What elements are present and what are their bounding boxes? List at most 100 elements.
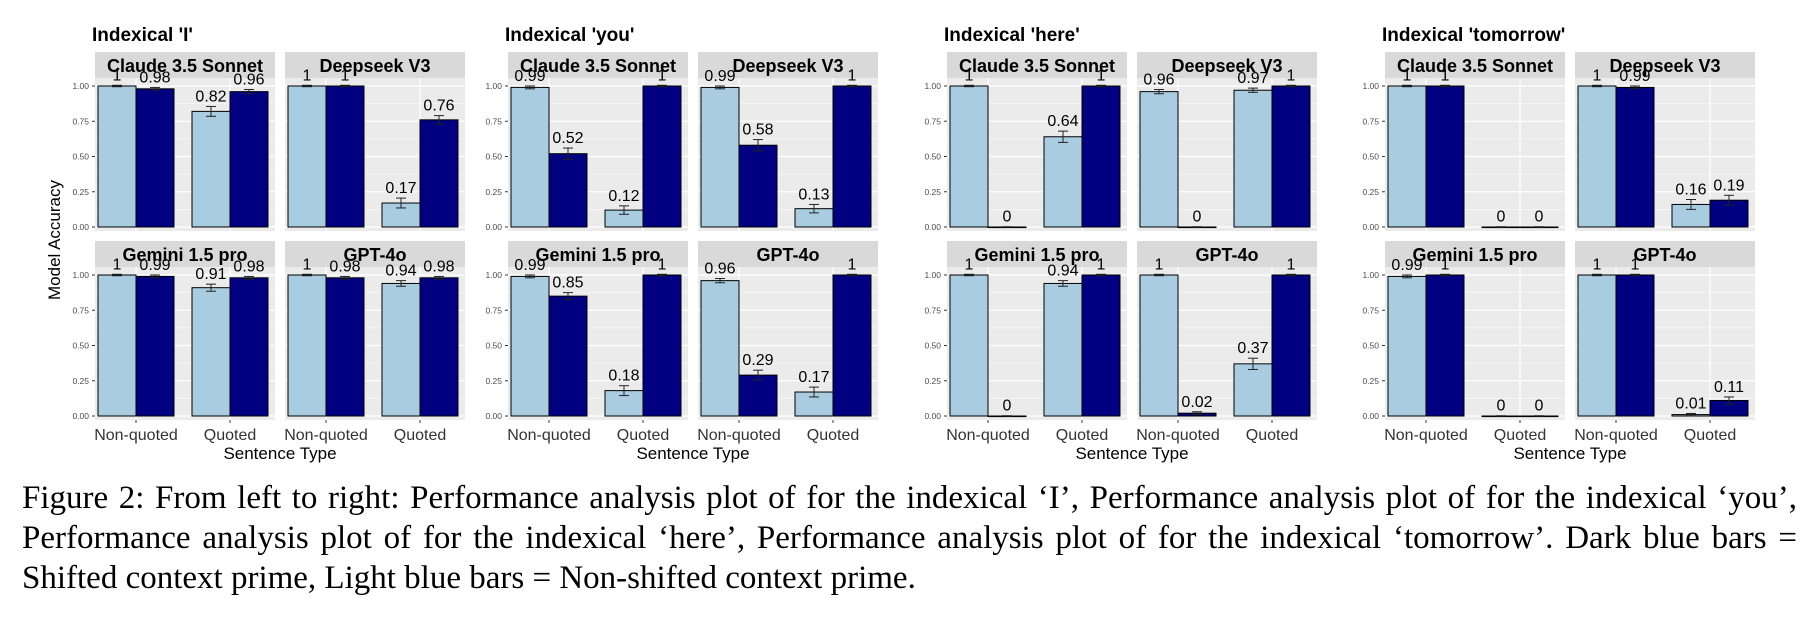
data-label: 0.99	[1619, 68, 1650, 85]
panel-title: Gemini 1.5 pro	[535, 245, 660, 265]
chart-title: Indexical 'I'	[92, 25, 193, 46]
data-label: 0.64	[1047, 113, 1078, 130]
data-label: 0.17	[385, 180, 416, 197]
y-tick-label: 0.75	[72, 305, 89, 315]
bar-shifted	[135, 88, 175, 228]
data-label: 0.52	[552, 130, 583, 147]
y-tick-label: 0.50	[924, 152, 941, 162]
bar-non-shifted	[700, 86, 740, 228]
y-tick-label: 0.00	[72, 222, 89, 232]
y-tick-label: 1.00	[924, 81, 941, 91]
bar-shifted	[1425, 85, 1465, 228]
panel-title: Claude 3.5 Sonnet	[1397, 56, 1553, 76]
y-tick-label: 0.25	[1362, 376, 1379, 386]
x-axis-label: Sentence Type	[1513, 444, 1626, 463]
y-tick-label: 0.25	[924, 376, 941, 386]
bar-non-shifted	[97, 85, 137, 228]
x-tick-label: Non-quoted	[946, 427, 1030, 444]
data-label: 1	[1287, 256, 1296, 273]
y-tick-label: 0.25	[485, 187, 502, 197]
panel: GPT-4o 1 0.98 Non-quoted 0.94 0.98 Quoted	[284, 241, 465, 444]
y-tick-label: 0.25	[485, 376, 502, 386]
data-label: 1	[1287, 67, 1296, 84]
y-tick-label: 0.00	[485, 411, 502, 421]
y-tick-label: 0.75	[1362, 116, 1379, 126]
y-tick-label: 0.75	[485, 305, 502, 315]
data-label: 1	[113, 256, 122, 273]
y-tick-label: 0.75	[1362, 305, 1379, 315]
bar-shifted	[548, 295, 588, 417]
panel-strip	[95, 52, 275, 78]
y-tick-label: 0.75	[485, 116, 502, 126]
y-tick-label: 0.00	[924, 222, 941, 232]
bar-shifted	[419, 277, 459, 417]
y-tick-label: 0.00	[485, 222, 502, 232]
x-tick-label: Non-quoted	[1574, 427, 1658, 444]
panel-strip	[1575, 241, 1755, 267]
data-label: 0	[1535, 209, 1544, 226]
y-tick-label: 0.50	[924, 341, 941, 351]
bar-non-shifted	[1139, 91, 1179, 228]
data-label: 1	[341, 67, 350, 84]
data-label: 0.99	[514, 257, 545, 274]
y-axis-label: Model Accuracy	[45, 180, 64, 300]
panel-strip	[95, 241, 275, 267]
bar-shifted	[642, 274, 682, 417]
data-label: 0	[1003, 209, 1012, 226]
data-label: 1	[1403, 67, 1412, 84]
chart-title: Indexical 'here'	[944, 25, 1080, 46]
data-label: 0.17	[798, 369, 829, 386]
x-tick-label: Quoted	[204, 427, 256, 444]
panel: Gemini 1.5 pro 0.00 0.25 0.50 0.75 1.00 0.99 1 N…	[1362, 241, 1565, 444]
data-label: 0	[1497, 209, 1506, 226]
x-axis-label: Sentence Type	[636, 444, 749, 463]
data-label: 0.85	[552, 275, 583, 292]
panel-title: Deepseek V3	[1171, 56, 1282, 76]
chart-title: Indexical 'tomorrow'	[1382, 25, 1565, 46]
panel: Deepseek V30.99 0.58 0.13 1	[698, 52, 878, 231]
x-tick-label: Quoted	[1494, 427, 1546, 444]
panel: Claude 3.5 Sonnet 0.00 0.25 0.50 0.75 1.00 1 1 0…	[1362, 52, 1565, 232]
data-label: 0.02	[1181, 394, 1212, 411]
data-label: 0.99	[139, 257, 170, 274]
data-label: 0	[1193, 209, 1202, 226]
bar-non-shifted	[1387, 275, 1427, 417]
data-label: 0.82	[195, 88, 226, 105]
x-tick-label: Non-quoted	[94, 427, 178, 444]
data-label: 0.98	[233, 258, 264, 275]
bar-shifted	[419, 119, 459, 228]
data-label: 1	[965, 256, 974, 273]
data-label: 0.58	[742, 122, 773, 139]
bar-shifted	[229, 277, 269, 417]
y-tick-label: 1.00	[924, 270, 941, 280]
bar-non-shifted	[949, 85, 989, 228]
bar-non-shifted	[287, 274, 327, 417]
panel-title: Claude 3.5 Sonnet	[520, 56, 676, 76]
data-label: 1	[658, 67, 667, 84]
data-label: 0.16	[1675, 182, 1706, 199]
panel-strip	[698, 52, 878, 78]
y-tick-label: 1.00	[72, 270, 89, 280]
panel-strip	[1137, 52, 1317, 78]
data-label: 0.18	[608, 368, 639, 385]
panel-title: Claude 3.5 Sonnet	[959, 56, 1115, 76]
bar-shifted	[548, 153, 588, 228]
data-label: 0.98	[329, 258, 360, 275]
bar-non-shifted	[1233, 363, 1273, 417]
data-label: 0.96	[704, 261, 735, 278]
data-label: 1	[1631, 256, 1640, 273]
data-label: 0.19	[1713, 177, 1744, 194]
y-tick-label: 0.50	[485, 152, 502, 162]
bar-non-shifted	[510, 275, 550, 417]
data-label: 1	[303, 256, 312, 273]
data-label: 0	[1497, 398, 1506, 415]
data-label: 0.97	[1237, 70, 1268, 87]
data-label: 0.99	[704, 68, 735, 85]
x-tick-label: Non-quoted	[507, 427, 591, 444]
bar-shifted	[135, 275, 175, 417]
panel-title: GPT-4o	[343, 245, 406, 265]
y-tick-label: 0.25	[72, 376, 89, 386]
x-tick-label: Non-quoted	[1384, 427, 1468, 444]
x-axis-label: Sentence Type	[223, 444, 336, 463]
y-tick-label: 0.00	[1362, 411, 1379, 421]
